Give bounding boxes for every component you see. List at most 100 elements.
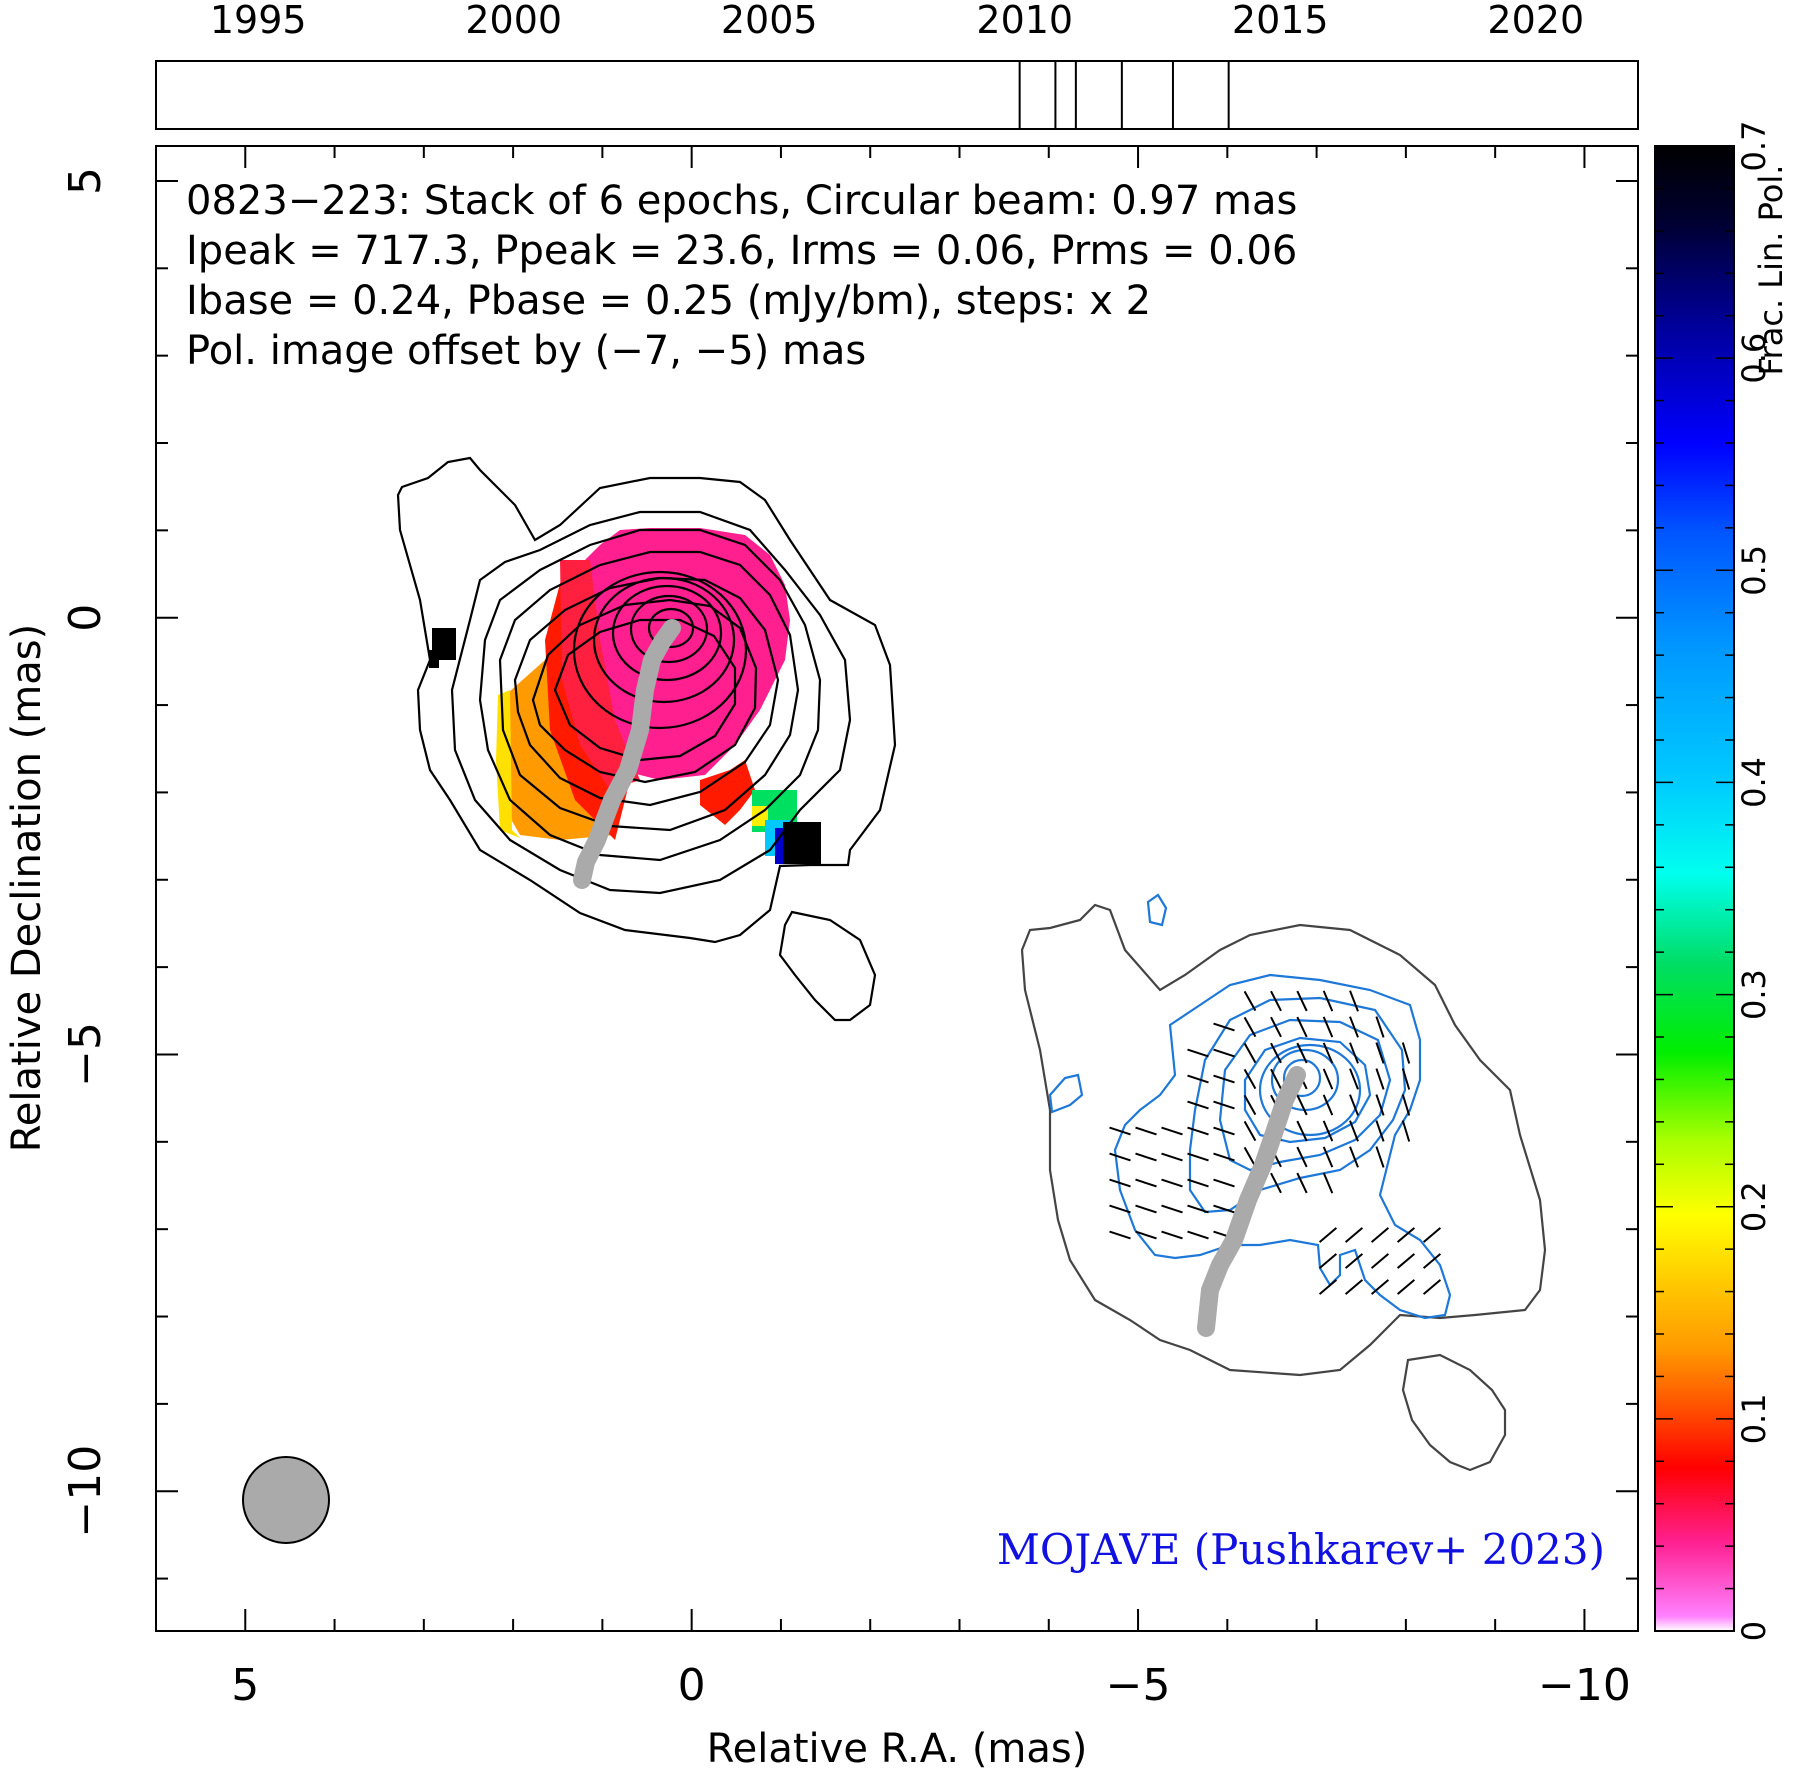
colorbar-ticks: 0 0.1 0.2 0.3 0.4 0.5 0.6 0.7 <box>1655 121 1773 1641</box>
evpa-tick <box>1213 1204 1235 1214</box>
evpa-tick <box>1322 1094 1334 1116</box>
intensity-contour-9 <box>592 576 736 704</box>
x-tick-label: −5 <box>1106 1660 1171 1711</box>
evpa-tick <box>1422 1253 1442 1269</box>
colorbar-tick-label: 0.2 <box>1735 1181 1773 1232</box>
evpa-tick <box>1243 1016 1257 1038</box>
evpa-tick <box>1344 1227 1364 1243</box>
intensity-contour-8 <box>572 570 748 730</box>
evpa-tick <box>1349 1146 1359 1168</box>
intensity-contour-3 <box>478 528 822 862</box>
map-layers <box>242 456 1547 1544</box>
evpa-tick <box>1349 1042 1359 1064</box>
evpa-tick <box>1270 1016 1282 1038</box>
pol-contour-small-left <box>1048 1073 1084 1114</box>
header-line-3: Ibase = 0.24, Pbase = 0.25 (mJy/bm), ste… <box>186 278 1151 324</box>
epoch-markers <box>1018 61 1230 129</box>
evpa-tick <box>1370 1253 1390 1269</box>
intensity-contour-7 <box>553 618 737 762</box>
pol-contour-outer <box>1113 973 1452 1320</box>
evpa-tick <box>1322 1042 1334 1064</box>
ridgeline-polarization <box>1197 1066 1306 1337</box>
evpa-tick <box>1135 1230 1157 1240</box>
evpa-tick <box>1243 1094 1257 1116</box>
epoch-tick-label: 2000 <box>465 0 562 42</box>
evpa-tick <box>1213 1178 1235 1188</box>
frac-pol-black-patch <box>783 822 821 864</box>
evpa-tick <box>1135 1178 1157 1188</box>
evpa-tick <box>1187 1074 1209 1084</box>
evpa-tick <box>1322 1146 1334 1168</box>
epoch-tick-label: 2015 <box>1232 0 1329 42</box>
evpa-tick <box>1270 1042 1282 1064</box>
plot-frame <box>155 145 1639 1632</box>
evpa-tick <box>1349 990 1359 1012</box>
intensity-contour-12 <box>647 607 695 649</box>
evpa-tick <box>1213 1100 1235 1110</box>
evpa-tick <box>1213 1022 1235 1032</box>
plot-frame-background <box>156 146 1638 1631</box>
offset-intensity-contour-island <box>1401 1353 1507 1472</box>
colorbar-tick-label: 0.6 <box>1735 333 1773 384</box>
evpa-tick <box>1135 1152 1157 1162</box>
y-tick-label: 5 <box>60 167 111 195</box>
x-tick-label: −10 <box>1538 1660 1631 1711</box>
evpa-tick <box>1422 1279 1442 1295</box>
evpa-tick <box>1109 1178 1131 1188</box>
evpa-tick <box>1296 990 1308 1012</box>
intensity-contours <box>396 456 897 1022</box>
evpa-tick <box>1375 1094 1385 1116</box>
colorbar-tick-label: 0 <box>1735 1621 1773 1641</box>
frac-pol-red-tongue <box>700 760 755 825</box>
evpa-tick <box>1187 1126 1209 1136</box>
evpa-tick <box>1322 1120 1334 1142</box>
plot-area: 5 0 −5 −10 5 0 −5 −10 0823−223: Stack of 6 epo… <box>60 145 1639 1711</box>
evpa-tick <box>1243 1042 1257 1064</box>
evpa-tick <box>1318 1227 1338 1243</box>
x-tick-label: 0 <box>678 1660 706 1711</box>
evpa-tick <box>1370 1227 1390 1243</box>
evpa-tick <box>1213 1152 1235 1162</box>
ridgeline-intensity <box>573 619 681 889</box>
epoch-tick-label: 2010 <box>976 0 1073 42</box>
evpa-tick <box>1213 1074 1235 1084</box>
evpa-tick <box>1109 1126 1131 1136</box>
header-line-1: 0823−223: Stack of 6 epochs, Circular be… <box>186 178 1297 224</box>
evpa-tick <box>1375 1042 1385 1064</box>
colorbar: 0 0.1 0.2 0.3 0.4 0.5 0.6 0.7 Frac. Lin. Pol. <box>1654 121 1790 1641</box>
pol-contour-4 <box>1243 1036 1372 1144</box>
evpa-tick <box>1187 1048 1209 1058</box>
evpa-tick <box>1401 1042 1411 1064</box>
evpa-tick <box>1375 1016 1385 1038</box>
evpa-tick <box>1243 1120 1257 1142</box>
pol-contour-7 <box>1282 1058 1322 1098</box>
x-axis-label: Relative R.A. (mas) <box>707 1726 1088 1772</box>
y-tick-label: −5 <box>60 1022 111 1087</box>
evpa-tick <box>1349 1016 1359 1038</box>
epoch-timeline-frame <box>155 60 1639 130</box>
y-tick-label: −10 <box>60 1445 111 1538</box>
evpa-tick <box>1243 1146 1257 1168</box>
evpa-tick <box>1135 1204 1157 1214</box>
evpa-tick <box>1109 1204 1131 1214</box>
y-tick-label: 0 <box>60 604 111 632</box>
evpa-tick <box>1296 1146 1308 1168</box>
epoch-tick-label: 2020 <box>1487 0 1584 42</box>
epoch-tick-label: 1995 <box>210 0 307 42</box>
colorbar-tick-label: 0.5 <box>1735 545 1773 596</box>
evpa-tick <box>1401 1120 1411 1142</box>
evpa-tick <box>1322 1068 1334 1090</box>
x-tick-label: 5 <box>231 1660 259 1711</box>
evpa-tick <box>1375 1068 1385 1090</box>
x-axis-ticks: 5 0 −5 −10 <box>231 146 1631 1711</box>
evpa-tick <box>1322 1016 1334 1038</box>
evpa-tick <box>1396 1253 1416 1269</box>
colorbar-tick-label: 0.4 <box>1735 757 1773 808</box>
evpa-tick <box>1396 1227 1416 1243</box>
y-axis-ticks: 5 0 −5 −10 <box>60 167 1638 1580</box>
intensity-contour-10 <box>611 584 723 682</box>
evpa-tick <box>1243 990 1257 1012</box>
evpa-tick <box>1213 1126 1235 1136</box>
evpa-tick <box>1318 1253 1338 1269</box>
